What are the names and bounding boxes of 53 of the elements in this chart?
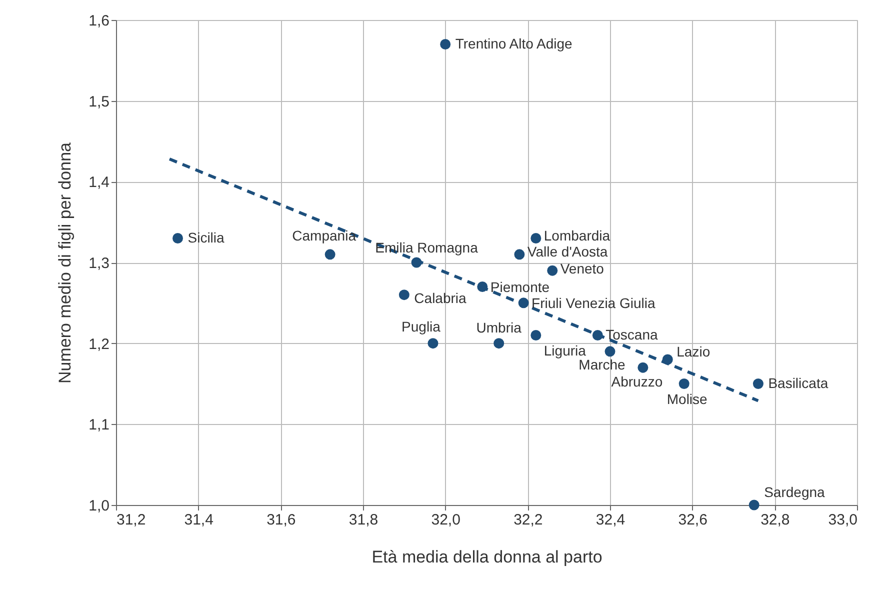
annotation: Lazio bbox=[676, 344, 710, 360]
annotation: Marche bbox=[578, 356, 626, 372]
point bbox=[748, 500, 760, 510]
point bbox=[440, 39, 451, 50]
point bbox=[530, 330, 542, 340]
annotation: Piemonte bbox=[490, 278, 550, 295]
x-tick-label: 32,6 bbox=[678, 512, 708, 528]
annotation: Umbria bbox=[476, 319, 522, 336]
annotation: Veneto bbox=[560, 260, 604, 277]
x-tick-label: 32,8 bbox=[760, 512, 790, 528]
point bbox=[547, 265, 558, 276]
point bbox=[752, 378, 764, 389]
annotation: Trentino Alto Adige bbox=[455, 35, 573, 52]
y-tick-label: 1,1 bbox=[88, 416, 110, 434]
y-tick-label: 1,6 bbox=[88, 12, 110, 30]
annotation: Friuli Venezia Giulia bbox=[532, 294, 656, 311]
annotation: Molise bbox=[666, 390, 708, 407]
y-tick-label: 1,4 bbox=[88, 174, 110, 192]
point bbox=[514, 249, 525, 260]
x-tick-label: 31,8 bbox=[348, 512, 378, 528]
x-tick-label: 33,0 bbox=[828, 512, 858, 528]
x-tick-label: 32,4 bbox=[596, 512, 626, 528]
point bbox=[678, 378, 690, 389]
annotation: Basilicata bbox=[768, 374, 828, 391]
x-tick-label: 32,2 bbox=[514, 512, 543, 528]
annotation: Puglia bbox=[402, 318, 441, 334]
y-tick-label: 1,3 bbox=[88, 255, 110, 272]
x-tick-label: 32,0 bbox=[431, 512, 460, 528]
point bbox=[398, 290, 410, 300]
point bbox=[604, 346, 616, 357]
y-axis-title: Numero medio di figli per donna bbox=[56, 142, 75, 384]
y-tick-label: 1,0 bbox=[88, 498, 110, 514]
point bbox=[494, 338, 504, 349]
y-tick-label: 1,5 bbox=[88, 93, 110, 110]
y-tick-label: 1,2 bbox=[88, 336, 110, 353]
x-axis-title: Età media della donna al parto bbox=[372, 548, 602, 566]
annotation: Campania bbox=[292, 227, 356, 244]
annotation: Sicilia bbox=[188, 229, 225, 246]
annotation: Sardegna bbox=[764, 484, 826, 500]
x-tick-label: 31,4 bbox=[184, 512, 214, 528]
annotation: Liguria bbox=[544, 342, 586, 358]
point bbox=[530, 233, 542, 244]
point bbox=[638, 362, 648, 373]
point bbox=[172, 233, 183, 244]
point bbox=[324, 249, 336, 260]
x-tick-label: 31,2 bbox=[116, 512, 146, 528]
annotation: Valle d'Aosta bbox=[527, 243, 608, 260]
annotation: Lombardia bbox=[544, 227, 610, 244]
annotation: Abruzzo bbox=[611, 374, 663, 390]
annotation: Calabria bbox=[414, 290, 467, 306]
annotation: Toscana bbox=[606, 326, 658, 342]
x-tick-label: 31,6 bbox=[266, 512, 296, 528]
point bbox=[428, 338, 438, 349]
